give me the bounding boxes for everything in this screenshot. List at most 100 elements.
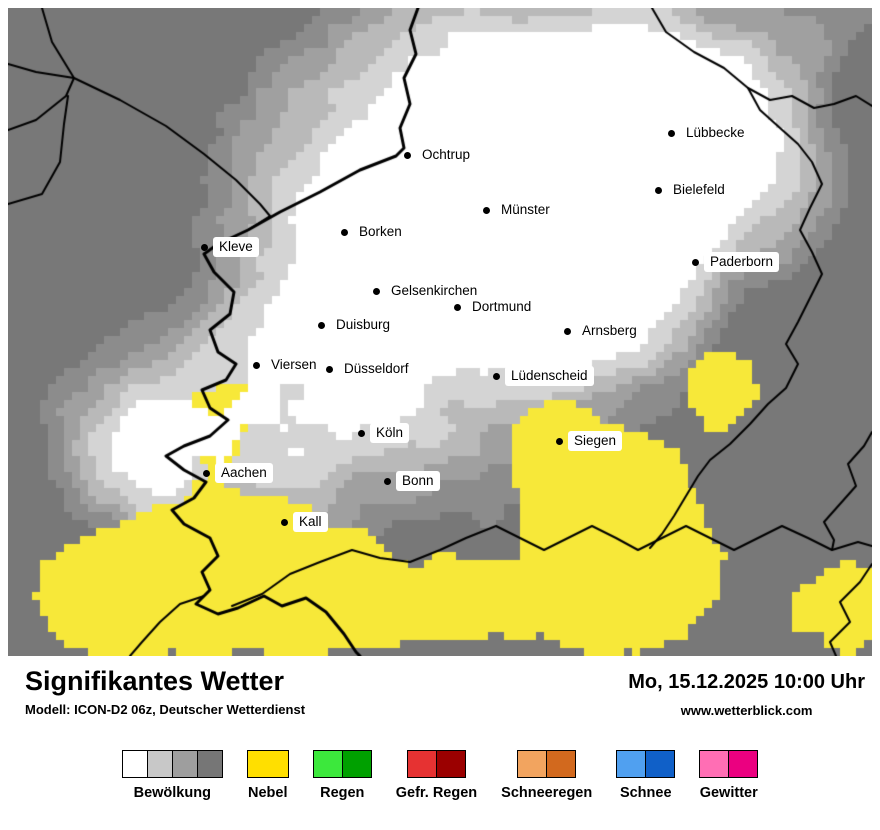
city-label: Münster [495, 200, 556, 220]
city-marker-d-sseldorf: Düsseldorf [326, 359, 415, 379]
legend-group-gewitter: Gewitter [699, 750, 759, 801]
legend-swatches [616, 750, 676, 778]
city-label: Kall [293, 512, 328, 532]
legend-swatches [312, 750, 372, 778]
page-title: Signifikantes Wetter [25, 666, 285, 696]
city-dot-icon [668, 129, 675, 137]
city-label: Aachen [215, 463, 273, 483]
city-dot-icon [318, 321, 325, 329]
legend-label: Schnee [619, 785, 672, 801]
city-dot-icon [341, 228, 348, 236]
city-marker-borken: Borken [341, 222, 408, 242]
city-marker-m-nster: Münster [483, 200, 556, 220]
legend-color-swatch [407, 751, 437, 777]
city-label: Borken [353, 222, 408, 242]
legend-group-regen: Regen [312, 750, 372, 801]
model-info: Modell: ICON-D2 06z, Deutscher Wetterdie… [25, 702, 306, 717]
city-marker-dortmund: Dortmund [454, 297, 538, 317]
city-dot-icon [493, 372, 500, 380]
legend-group-nebel: Nebel [246, 750, 289, 801]
city-dot-icon [358, 429, 365, 437]
city-marker-l-denscheid: Lüdenscheid [493, 366, 594, 386]
weather-map-canvas [8, 8, 872, 656]
city-marker-gelsenkirchen: Gelsenkirchen [373, 281, 484, 301]
city-label: Duisburg [330, 315, 397, 335]
legend-color-swatch [547, 751, 576, 777]
forecast-datetime: Mo, 15.12.2025 10:00 Uhr [628, 671, 865, 693]
city-label: Kleve [213, 237, 259, 257]
legend-label: Gewitter [699, 785, 758, 801]
legend-swatches [517, 750, 577, 778]
city-label: Arnsberg [576, 321, 643, 341]
city-dot-icon [384, 477, 391, 485]
city-label: Köln [370, 423, 410, 443]
city-marker-viersen: Viersen [253, 355, 323, 375]
city-dot-icon [556, 437, 563, 445]
legend-label: Regen [320, 785, 365, 801]
city-marker-kleve: Kleve [201, 237, 259, 257]
city-dot-icon [692, 258, 699, 266]
city-marker-ochtrup: Ochtrup [404, 145, 477, 165]
city-marker-siegen: Siegen [556, 431, 623, 451]
city-label: Lübbecke [680, 123, 751, 143]
city-marker-kall: Kall [281, 512, 328, 532]
legend-label: Nebel [248, 785, 288, 801]
city-dot-icon [326, 365, 333, 373]
city-dot-icon [564, 327, 571, 335]
city-dot-icon [201, 243, 208, 251]
city-marker-duisburg: Duisburg [318, 315, 397, 335]
legend-color-swatch [197, 751, 222, 777]
city-label: Gelsenkirchen [385, 281, 484, 301]
legend-color-swatch [700, 751, 730, 777]
city-dot-icon [454, 303, 461, 311]
city-dot-icon [483, 206, 490, 214]
info-left: Signifikantes Wetter Modell: ICON-D2 06z… [25, 666, 305, 717]
legend-label: Gefr. Regen [395, 785, 478, 801]
legend-swatches [406, 750, 466, 778]
legend-swatches [246, 750, 289, 778]
city-dot-icon [253, 361, 260, 369]
legend-color-swatch [122, 751, 148, 777]
city-marker-k-ln: Köln [358, 423, 410, 443]
website-url: www.wetterblick.com [680, 703, 813, 718]
legend-color-swatch [436, 751, 465, 777]
legend-color-swatch [147, 751, 173, 777]
info-bar: Signifikantes Wetter Modell: ICON-D2 06z… [0, 666, 880, 718]
city-label: Ochtrup [416, 145, 477, 165]
legend-color-swatch [247, 751, 288, 777]
legend: Bewölkung Nebel Regen Gefr. Regen Schneerege… [0, 750, 880, 801]
weather-map: Ochtrup Lübbecke Bielefeld Münster Borken Kle… [8, 8, 872, 656]
city-label: Lüdenscheid [505, 366, 594, 386]
city-marker-bielefeld: Bielefeld [655, 180, 731, 200]
legend-group-schneeregen: Schneeregen [501, 750, 592, 801]
legend-color-swatch [342, 751, 371, 777]
city-marker-paderborn: Paderborn [692, 252, 780, 272]
city-label: Düsseldorf [338, 359, 415, 379]
info-right: Mo, 15.12.2025 10:00 Uhr www.wetterblick… [628, 671, 865, 718]
legend-color-swatch [646, 751, 675, 777]
legend-color-swatch [729, 751, 758, 777]
legend-label: Bewölkung [133, 785, 211, 801]
legend-label: Schneeregen [501, 785, 593, 801]
city-label: Viersen [265, 355, 323, 375]
city-dot-icon [281, 518, 288, 526]
city-dot-icon [404, 151, 411, 159]
city-label: Bielefeld [667, 180, 731, 200]
legend-color-swatch [313, 751, 343, 777]
city-label: Dortmund [466, 297, 538, 317]
city-dot-icon [203, 469, 210, 477]
city-marker-l-bbecke: Lübbecke [668, 123, 751, 143]
city-marker-bonn: Bonn [384, 471, 440, 491]
city-dot-icon [373, 287, 380, 295]
legend-swatches [121, 750, 223, 778]
legend-group-schnee: Schnee [616, 750, 676, 801]
city-marker-aachen: Aachen [203, 463, 273, 483]
legend-group-bew-lkung: Bewölkung [121, 750, 223, 801]
city-label: Siegen [568, 431, 623, 451]
city-markers-layer: Ochtrup Lübbecke Bielefeld Münster Borken Kle… [8, 8, 872, 656]
city-label: Bonn [396, 471, 440, 491]
city-label: Paderborn [704, 252, 780, 272]
legend-color-swatch [518, 751, 548, 777]
legend-group-gefr-regen: Gefr. Regen [396, 750, 477, 801]
